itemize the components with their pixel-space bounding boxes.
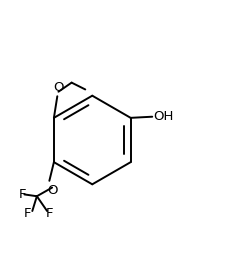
Text: OH: OH bbox=[153, 110, 173, 123]
Text: F: F bbox=[23, 207, 31, 220]
Text: F: F bbox=[18, 188, 26, 201]
Text: F: F bbox=[46, 207, 53, 220]
Text: O: O bbox=[47, 183, 57, 197]
Text: O: O bbox=[53, 81, 63, 94]
